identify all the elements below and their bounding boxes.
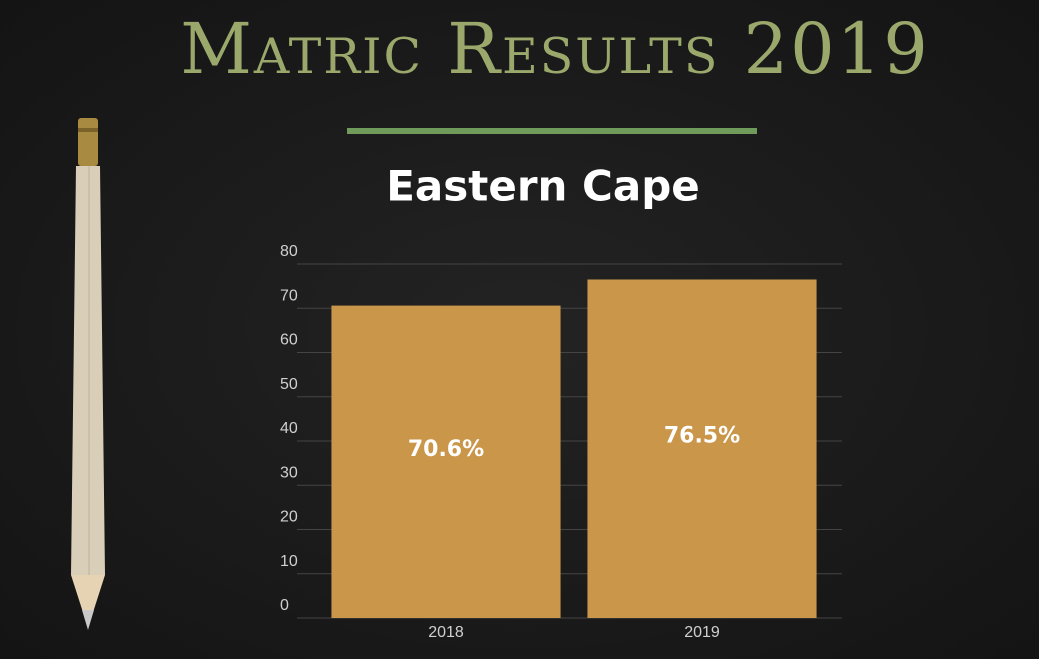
y-tick-label: 80 bbox=[280, 243, 298, 260]
y-tick-label: 30 bbox=[280, 464, 298, 481]
y-tick-label: 10 bbox=[280, 553, 298, 570]
y-tick-label: 70 bbox=[280, 287, 298, 304]
title-underline bbox=[347, 128, 757, 134]
chart-title: Matric Results 2019 bbox=[180, 8, 930, 90]
x-tick-label: 2019 bbox=[684, 624, 720, 641]
value-label: 76.5% bbox=[664, 424, 740, 449]
pencil bbox=[71, 118, 105, 630]
y-tick-label: 20 bbox=[280, 509, 298, 526]
value-label: 70.6% bbox=[408, 437, 484, 462]
y-tick-label: 0 bbox=[280, 597, 289, 614]
bar bbox=[587, 279, 817, 618]
y-tick-label: 60 bbox=[280, 332, 298, 349]
y-tick-label: 50 bbox=[280, 376, 298, 393]
chart-subtitle: Eastern Cape bbox=[386, 162, 700, 211]
bar bbox=[331, 305, 561, 618]
x-tick-label: 2018 bbox=[428, 624, 464, 641]
y-tick-label: 40 bbox=[280, 420, 298, 437]
